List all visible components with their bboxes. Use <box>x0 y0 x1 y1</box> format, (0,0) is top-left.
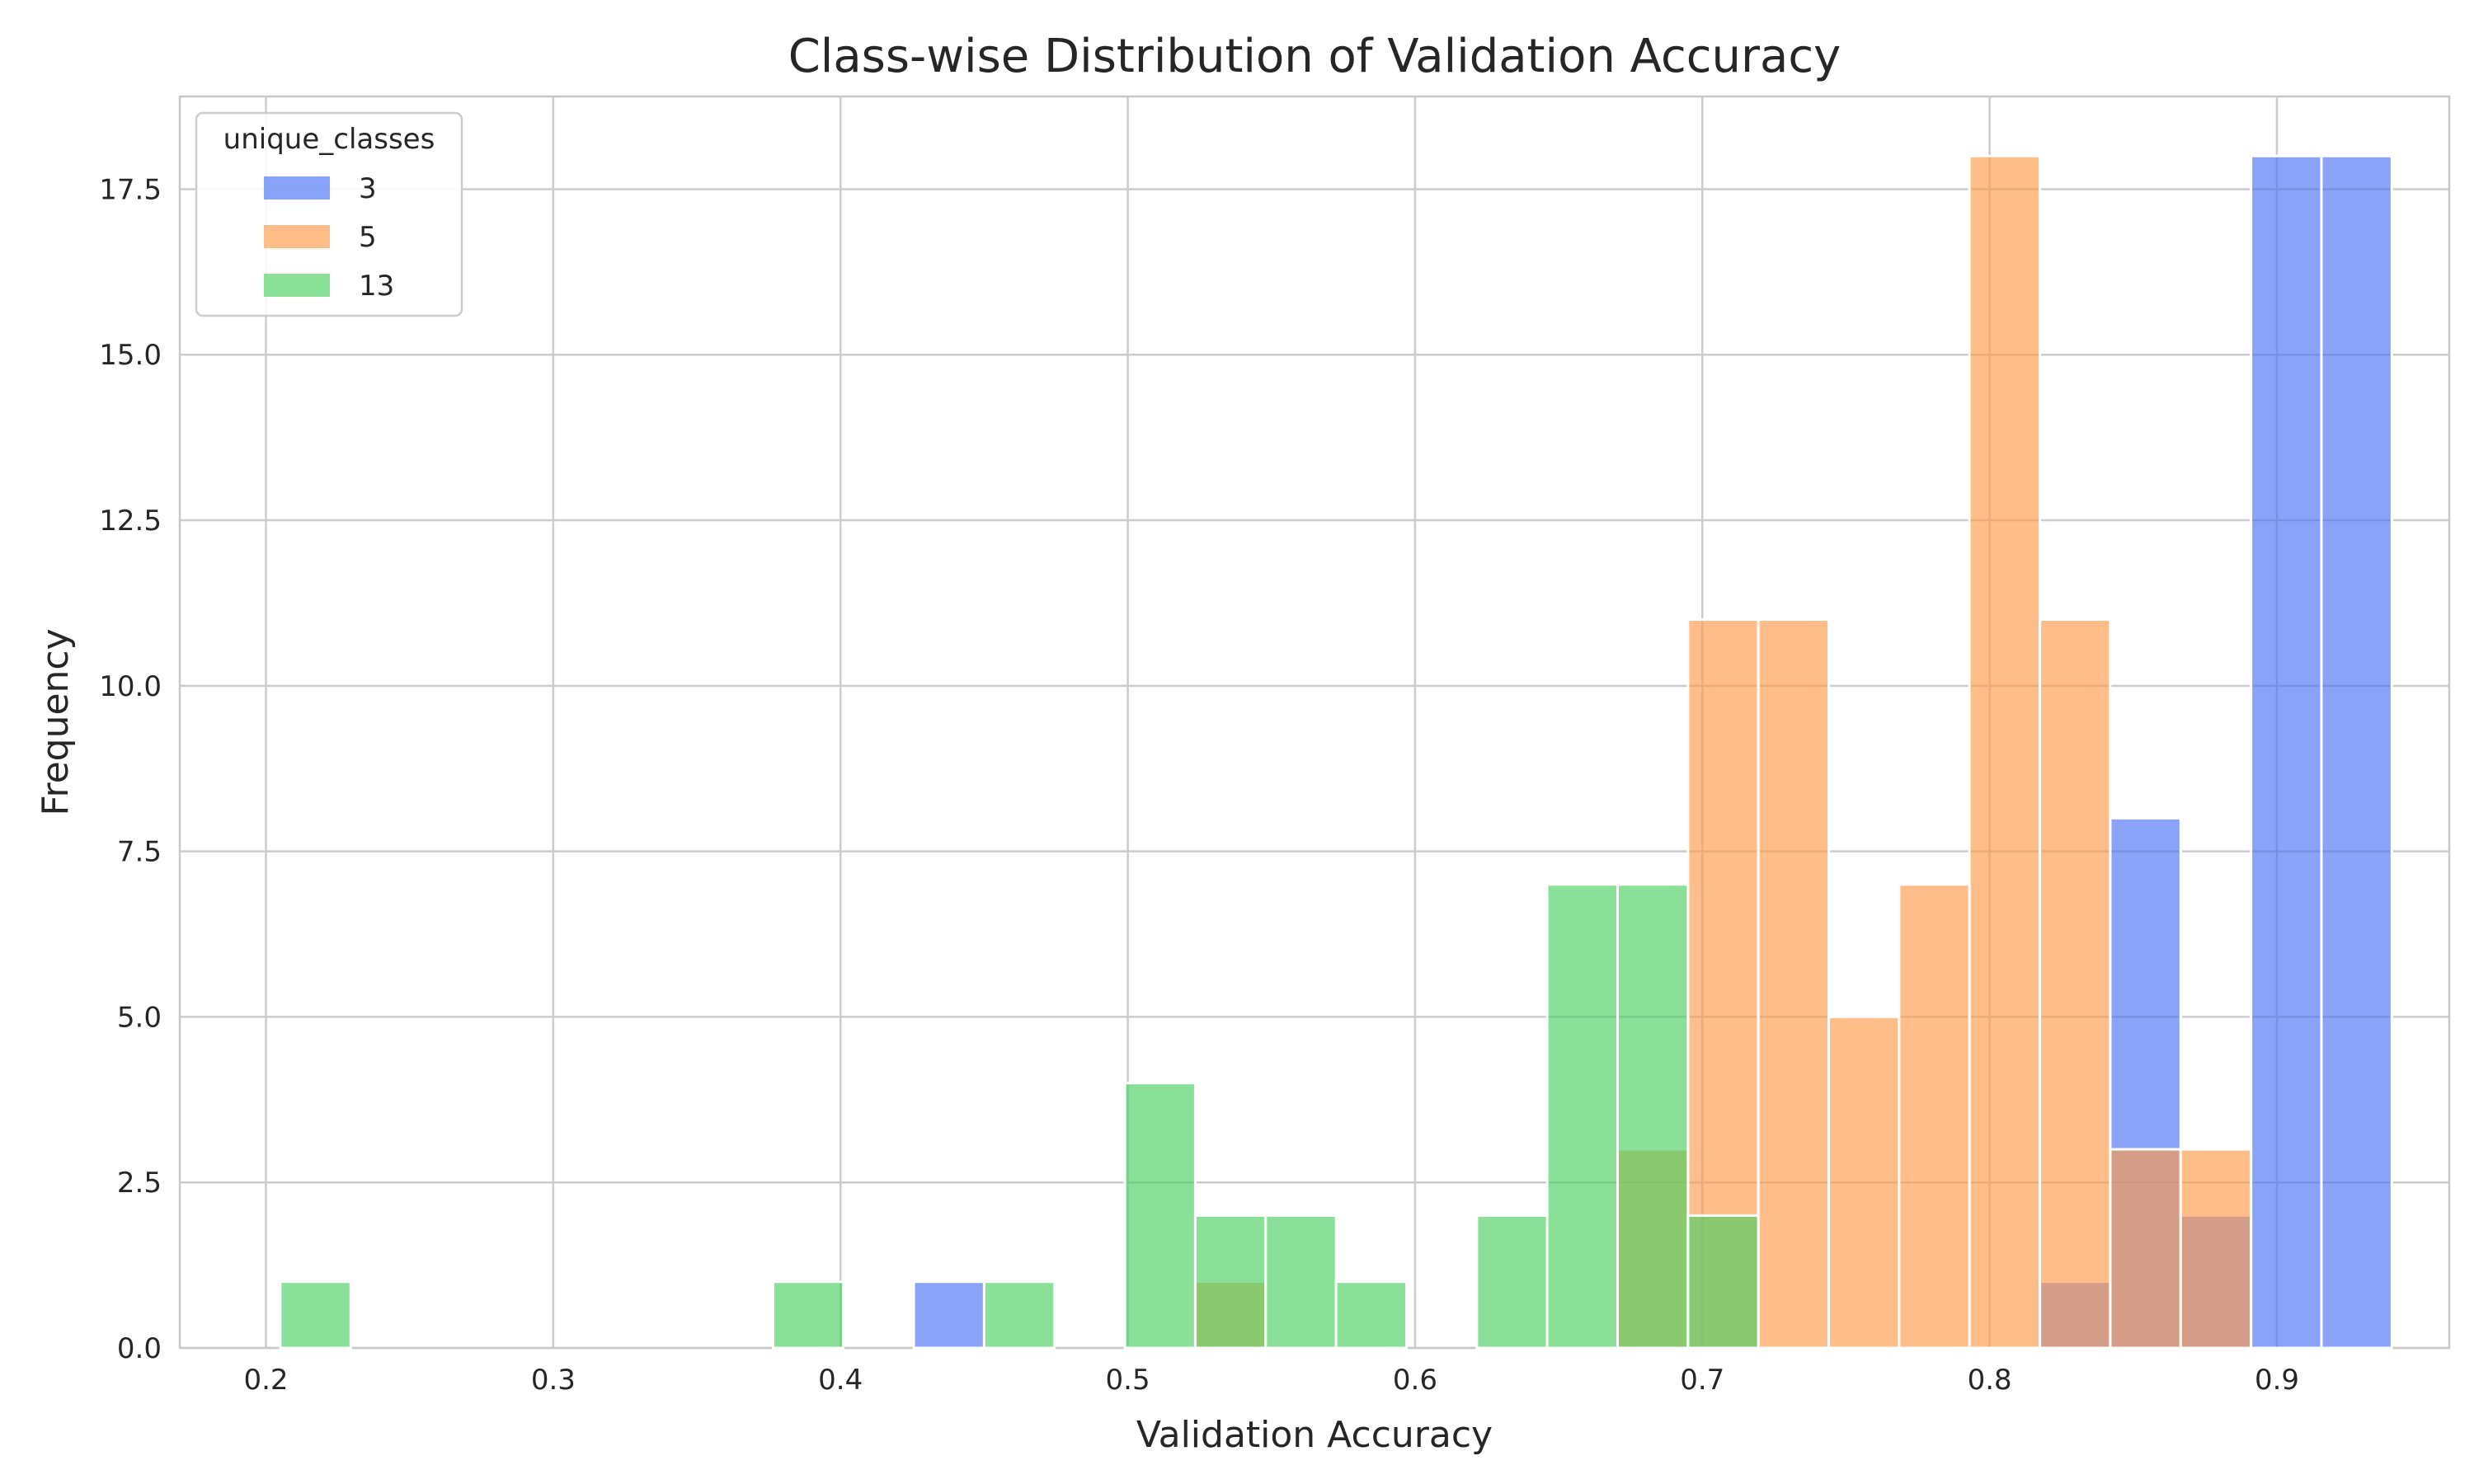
bar-13-bin-10 <box>982 1280 1056 1350</box>
y-tick-label: 17.5 <box>99 173 162 206</box>
legend-swatch-13 <box>264 274 330 297</box>
chart-title: Class-wise Distribution of Validation Ac… <box>788 30 1841 83</box>
bar-13-bin-0 <box>279 1280 352 1350</box>
y-tick-label: 15.0 <box>99 339 162 372</box>
bar-3-bin-28 <box>2250 154 2323 1350</box>
legend-label-13: 13 <box>359 270 394 303</box>
bar-13-bin-12 <box>1123 1082 1197 1350</box>
legend-box <box>195 111 463 317</box>
bars <box>279 154 2393 1350</box>
bar-13-bin-14 <box>1264 1214 1338 1350</box>
x-tick-label: 0.2 <box>243 1364 288 1397</box>
bar-5-bin-24 <box>1968 154 2042 1350</box>
y-tick-label: 0.0 <box>117 1332 162 1365</box>
bar-5-bin-26 <box>2109 1148 2182 1350</box>
bar-5-bin-25 <box>2039 618 2112 1350</box>
bar-5-bin-23 <box>1898 883 1971 1350</box>
bar-5-bin-22 <box>1827 1015 1901 1350</box>
x-tick-labels: 0.2 0.3 0.4 0.5 0.6 0.7 0.8 0.9 <box>243 1364 2299 1397</box>
x-axis-label: Validation Accuracy <box>1136 1414 1493 1456</box>
y-tick-label: 12.5 <box>99 505 162 538</box>
bar-3-bin-29 <box>2320 154 2393 1350</box>
bar-13-bin-15 <box>1334 1280 1408 1350</box>
y-tick-label: 7.5 <box>117 836 162 869</box>
x-tick-label: 0.7 <box>1680 1364 1724 1397</box>
bar-13-bin-17 <box>1475 1214 1549 1350</box>
bar-13-bin-19 <box>1616 883 1690 1350</box>
x-tick-label: 0.6 <box>1393 1364 1437 1397</box>
legend: unique_classes 3 5 13 <box>195 111 463 317</box>
legend-label-5: 5 <box>359 221 377 254</box>
y-tick-label: 5.0 <box>117 1001 162 1034</box>
bar-13-bin-20 <box>1686 1214 1760 1350</box>
y-tick-labels: 0.0 2.5 5.0 7.5 10.0 12.5 15.0 17.5 <box>99 173 162 1365</box>
legend-items: 3 5 13 <box>264 172 394 303</box>
x-tick-label: 0.8 <box>1968 1364 2012 1397</box>
y-axis-label: Frequency <box>35 628 77 815</box>
y-tick-label: 2.5 <box>117 1167 162 1200</box>
bar-13-bin-13 <box>1193 1214 1268 1350</box>
bar-5-bin-21 <box>1757 618 1831 1350</box>
legend-swatch-5 <box>264 225 330 248</box>
y-tick-label: 10.0 <box>99 670 162 703</box>
x-tick-label: 0.3 <box>531 1364 576 1397</box>
bar-13-bin-7 <box>771 1280 845 1350</box>
x-tick-label: 0.5 <box>1106 1364 1150 1397</box>
x-tick-label: 0.4 <box>818 1364 863 1397</box>
bar-3-bin-9 <box>912 1280 985 1350</box>
legend-swatch-3 <box>264 176 330 200</box>
x-tick-label: 0.9 <box>2255 1364 2299 1397</box>
bar-5-bin-27 <box>2179 1148 2253 1350</box>
legend-label-3: 3 <box>359 172 377 205</box>
bar-13-bin-18 <box>1545 883 1620 1350</box>
legend-title: unique_classes <box>223 123 435 156</box>
